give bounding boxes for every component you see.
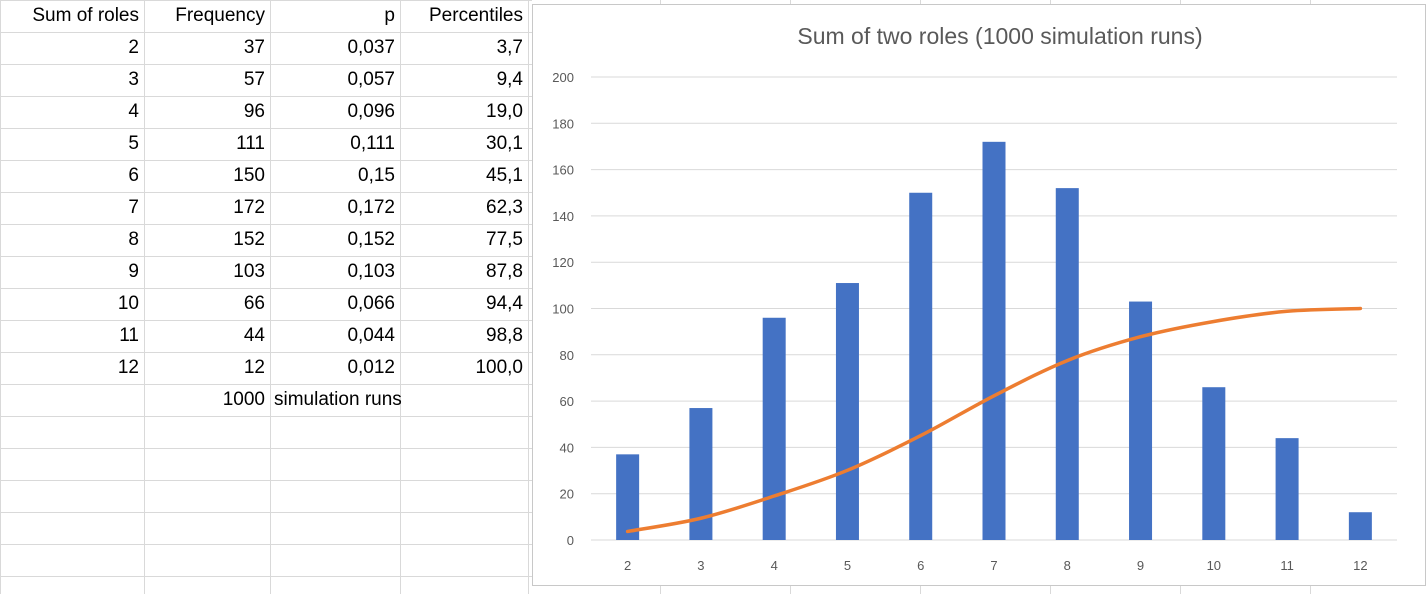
table-cell[interactable]: 0,057 [347, 69, 395, 90]
table-cell[interactable]: 2 [128, 37, 139, 58]
table-cell[interactable]: 0,172 [347, 197, 395, 218]
y-tick-label: 20 [560, 487, 574, 502]
table-cell[interactable]: 19,0 [486, 101, 523, 122]
table-cell[interactable]: 3,7 [496, 37, 523, 58]
bar[interactable] [689, 408, 713, 540]
table-cell[interactable]: 0,096 [347, 101, 395, 122]
x-tick-label: 7 [990, 558, 997, 573]
label-cell[interactable]: simulation runs [274, 389, 402, 410]
table-cell[interactable]: 37 [243, 37, 265, 58]
header-cell[interactable]: p [384, 5, 395, 26]
bar[interactable] [616, 454, 640, 540]
table-cell[interactable]: 0,15 [358, 165, 395, 186]
x-tick-labels: 2 3 4 5 6 7 8 9 10 11 12 [624, 558, 1368, 573]
y-tick-label: 200 [552, 70, 574, 85]
table-cell[interactable]: 8 [128, 229, 139, 250]
table-cell[interactable]: 103 [233, 261, 265, 282]
y-tick-label: 0 [567, 533, 574, 548]
table-cell[interactable]: 0,044 [347, 325, 395, 346]
table-cell[interactable]: 7 [128, 197, 139, 218]
bar[interactable] [835, 283, 859, 540]
x-tick-label: 10 [1207, 558, 1221, 573]
table-cell[interactable]: 0,012 [347, 357, 395, 378]
x-tick-label: 11 [1280, 558, 1294, 573]
table-cell[interactable]: 3 [128, 69, 139, 90]
y-tick-label: 180 [552, 116, 574, 131]
table-cell[interactable]: 12 [243, 357, 265, 378]
table-cell[interactable]: 152 [233, 229, 265, 250]
x-tick-label: 6 [917, 558, 924, 573]
y-tick-label: 60 [560, 394, 574, 409]
table-cell[interactable]: 9 [128, 261, 139, 282]
table-cell[interactable]: 57 [243, 69, 265, 90]
x-tick-label: 3 [697, 558, 704, 573]
bar[interactable] [1348, 512, 1372, 540]
table-cell[interactable]: 111 [236, 133, 265, 154]
table-cell[interactable]: 0,103 [347, 261, 395, 282]
y-tick-label: 120 [552, 255, 574, 270]
y-tick-label: 80 [560, 348, 574, 363]
table-cell[interactable]: 94,4 [486, 293, 523, 314]
y-tick-label: 100 [552, 302, 574, 317]
table-cell[interactable]: 62,3 [486, 197, 523, 218]
table-cell[interactable]: 12 [117, 357, 139, 378]
table-cell[interactable]: 0,066 [347, 293, 395, 314]
x-tick-label: 2 [624, 558, 631, 573]
table-cell[interactable]: 87,8 [486, 261, 523, 282]
table-cell[interactable]: 6 [128, 165, 139, 186]
table-cell[interactable]: 10 [117, 293, 139, 314]
y-tick-label: 160 [552, 163, 574, 178]
x-tick-label: 9 [1137, 558, 1144, 573]
table-cell[interactable]: 5 [128, 133, 139, 154]
header-cell[interactable]: Frequency [175, 5, 265, 26]
bar[interactable] [982, 141, 1006, 540]
line-series [625, 306, 1363, 534]
table-cell[interactable]: 30,1 [486, 133, 523, 154]
header-cell[interactable]: Sum of roles [32, 5, 139, 26]
y-tick-label: 40 [560, 440, 574, 455]
x-tick-label: 12 [1353, 558, 1367, 573]
table-cell[interactable]: 4 [128, 101, 139, 122]
table-cell[interactable]: 45,1 [486, 165, 523, 186]
percentile-line[interactable] [625, 306, 1363, 534]
table-cell[interactable]: 77,5 [486, 229, 523, 250]
bar[interactable] [1055, 188, 1079, 540]
table-cell[interactable]: 98,8 [486, 325, 523, 346]
header-cell[interactable]: Percentiles [429, 5, 523, 26]
x-tick-label: 8 [1064, 558, 1071, 573]
table-cell[interactable]: 0,037 [347, 37, 395, 58]
table-cell[interactable]: 9,4 [496, 69, 523, 90]
table-cell[interactable]: 150 [233, 165, 265, 186]
table-cell[interactable]: 44 [243, 325, 265, 346]
bar[interactable] [1202, 387, 1226, 540]
bar[interactable] [1275, 438, 1299, 540]
chart-title: Sum of two roles (1000 simulation runs) [797, 23, 1202, 49]
total-cell[interactable]: 1000 [222, 389, 265, 410]
table-cell[interactable]: 96 [243, 101, 265, 122]
table-cell[interactable]: 172 [233, 197, 265, 218]
bar[interactable] [1129, 301, 1153, 540]
bar[interactable] [762, 317, 786, 540]
x-tick-label: 5 [844, 558, 851, 573]
table-cell[interactable]: 0,111 [350, 133, 395, 154]
table-cell[interactable]: 66 [243, 293, 265, 314]
bar[interactable] [909, 192, 933, 540]
y-tick-labels: 0 20 40 60 80 100 120 140 160 180 200 [552, 70, 574, 548]
y-tick-label: 140 [552, 209, 574, 224]
table-cell[interactable]: 0,152 [347, 229, 395, 250]
chart-svg: Sum of two roles (1000 simulation runs) … [552, 23, 1397, 573]
chart-area[interactable]: Sum of two roles (1000 simulation runs) … [532, 4, 1426, 586]
x-tick-label: 4 [771, 558, 778, 573]
bar-series [616, 141, 1372, 540]
table-cell[interactable]: 11 [119, 325, 139, 346]
table-cell[interactable]: 100,0 [475, 357, 523, 378]
